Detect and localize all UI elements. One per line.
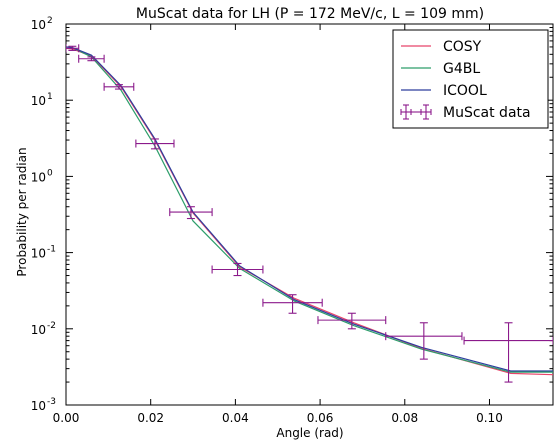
legend-label: ICOOL xyxy=(443,83,487,99)
plot-frame xyxy=(65,23,554,406)
data-point xyxy=(317,312,387,330)
x-tick-label: 0.08 xyxy=(391,411,418,425)
x-tick-label: 0.04 xyxy=(222,411,249,425)
series-line-g4bl xyxy=(66,46,553,373)
legend-swatch-muscat-data xyxy=(400,104,432,120)
y-tick-label: 10 xyxy=(31,170,46,184)
y-tick-exponent: -3 xyxy=(47,397,56,407)
legend: COSY G4BL ICOOL MuScat data xyxy=(392,29,549,129)
x-tick-label: 0.02 xyxy=(137,411,164,425)
y-tick-exponent: 0 xyxy=(47,168,53,178)
y-tick-label: 10 xyxy=(31,399,46,413)
data-point xyxy=(135,138,175,150)
plot-area xyxy=(65,23,554,406)
y-tick-exponent: -2 xyxy=(47,321,56,331)
legend-label: MuScat data xyxy=(443,105,531,121)
data-point xyxy=(78,54,105,63)
x-tick-label: 0.10 xyxy=(476,411,503,425)
data-point xyxy=(262,294,323,314)
data-point xyxy=(211,262,264,277)
y-axis-label: Probability per radian xyxy=(15,147,29,276)
y-tick-exponent: -1 xyxy=(47,245,56,255)
data-point xyxy=(66,44,80,53)
y-tick-label: 10 xyxy=(31,18,46,32)
x-tick-label: 0.00 xyxy=(53,411,80,425)
x-axis-label: Angle (rad) xyxy=(276,426,343,440)
x-ticks: 0.00 0.02 0.04 0.06 0.08 0.10 xyxy=(53,24,503,425)
x-tick-label: 0.06 xyxy=(307,411,334,425)
y-tick-exponent: 1 xyxy=(47,92,53,102)
data-point xyxy=(385,322,463,360)
y-tick-label: 10 xyxy=(31,247,46,261)
legend-label: COSY xyxy=(443,39,482,55)
data-point xyxy=(103,82,135,91)
series-line-icool xyxy=(66,46,553,372)
chart-title: MuScat data for LH (P = 172 MeV/c, L = 1… xyxy=(136,6,484,22)
series-lines xyxy=(66,46,553,376)
data-point xyxy=(463,322,553,383)
y-tick-exponent: 2 xyxy=(47,16,53,26)
legend-label: G4BL xyxy=(443,61,480,77)
y-tick-label: 10 xyxy=(31,323,46,337)
data-point xyxy=(169,206,213,220)
data-errorbars xyxy=(66,44,553,383)
y-tick-label: 10 xyxy=(31,94,46,108)
